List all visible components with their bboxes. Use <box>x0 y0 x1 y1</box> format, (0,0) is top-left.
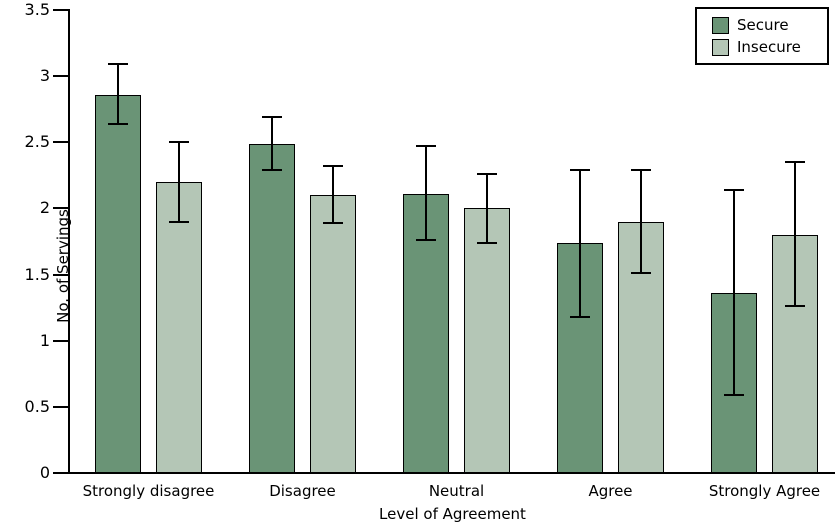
error-bar-cap <box>323 165 343 168</box>
error-bar-line <box>640 170 642 274</box>
x-tick-label: Strongly disagree <box>82 482 215 500</box>
y-tick-label: 0.5 <box>24 396 50 416</box>
error-bar-line <box>425 146 427 241</box>
bar-secure-2 <box>249 143 295 473</box>
error-bar-cap <box>262 116 282 119</box>
bar-insecure-3 <box>464 208 510 473</box>
error-bar-cap <box>323 221 343 224</box>
error-bar-cap <box>570 169 590 172</box>
y-tick-label: 2 <box>39 198 50 218</box>
x-axis-title: Level of Agreement <box>379 505 526 523</box>
error-bar-cap <box>631 169 651 172</box>
error-bar-cap <box>785 161 805 164</box>
y-axis-line <box>68 9 70 473</box>
y-tick-label: 2.5 <box>24 132 50 152</box>
error-bar-cap <box>477 241 497 244</box>
error-bar-cap <box>724 188 744 191</box>
y-tick <box>53 472 68 474</box>
bar-insecure-1 <box>156 181 202 473</box>
error-bar-line <box>733 189 735 395</box>
bar-secure-1 <box>95 94 141 473</box>
y-tick-label: 1.5 <box>24 264 50 284</box>
legend-swatch-secure-icon <box>712 16 729 34</box>
error-bar-cap <box>169 141 189 144</box>
error-bar-line <box>486 174 488 243</box>
y-tick <box>53 207 68 210</box>
y-tick <box>53 339 68 342</box>
y-axis-title: No. of Servings <box>53 209 72 323</box>
error-bar-cap <box>631 272 651 275</box>
error-bar-cap <box>416 239 436 242</box>
error-bar-line <box>117 64 119 124</box>
error-bar-line <box>178 142 180 222</box>
error-bar-line <box>579 170 581 317</box>
error-bar-cap <box>570 315 590 318</box>
error-bar-line <box>271 117 273 171</box>
legend-item-secure: Secure <box>712 15 827 34</box>
error-bar-cap <box>262 169 282 172</box>
y-tick-label: 3.5 <box>24 0 50 19</box>
legend-label-insecure: Insecure <box>737 37 801 56</box>
y-tick <box>53 405 68 408</box>
legend-label-secure: Secure <box>737 15 789 34</box>
x-tick-label: Neutral <box>428 482 485 500</box>
error-bar-cap <box>724 393 744 396</box>
x-axis-line <box>68 472 835 474</box>
x-tick-label: Agree <box>588 482 633 500</box>
y-tick <box>53 273 68 276</box>
y-tick <box>53 9 68 11</box>
error-bar-cap <box>785 305 805 308</box>
y-tick <box>53 75 68 78</box>
x-tick-label: Strongly Agree <box>708 482 821 500</box>
y-tick <box>53 141 68 144</box>
bar-insecure-2 <box>310 195 356 473</box>
error-bar-cap <box>416 145 436 148</box>
legend-item-insecure: Insecure <box>712 37 827 56</box>
error-bar-cap <box>108 63 128 66</box>
error-bar-cap <box>477 173 497 176</box>
error-bar-cap <box>108 122 128 125</box>
y-tick-label: 3 <box>39 66 50 86</box>
x-tick-label: Disagree <box>269 482 336 500</box>
error-bar-line <box>794 162 796 307</box>
y-tick-label: 1 <box>39 330 50 350</box>
legend-swatch-insecure-icon <box>712 38 729 56</box>
error-bar-cap <box>169 220 189 223</box>
y-tick-label: 0 <box>39 463 50 482</box>
error-bar-line <box>332 166 334 223</box>
legend: Secure Insecure <box>695 7 829 65</box>
